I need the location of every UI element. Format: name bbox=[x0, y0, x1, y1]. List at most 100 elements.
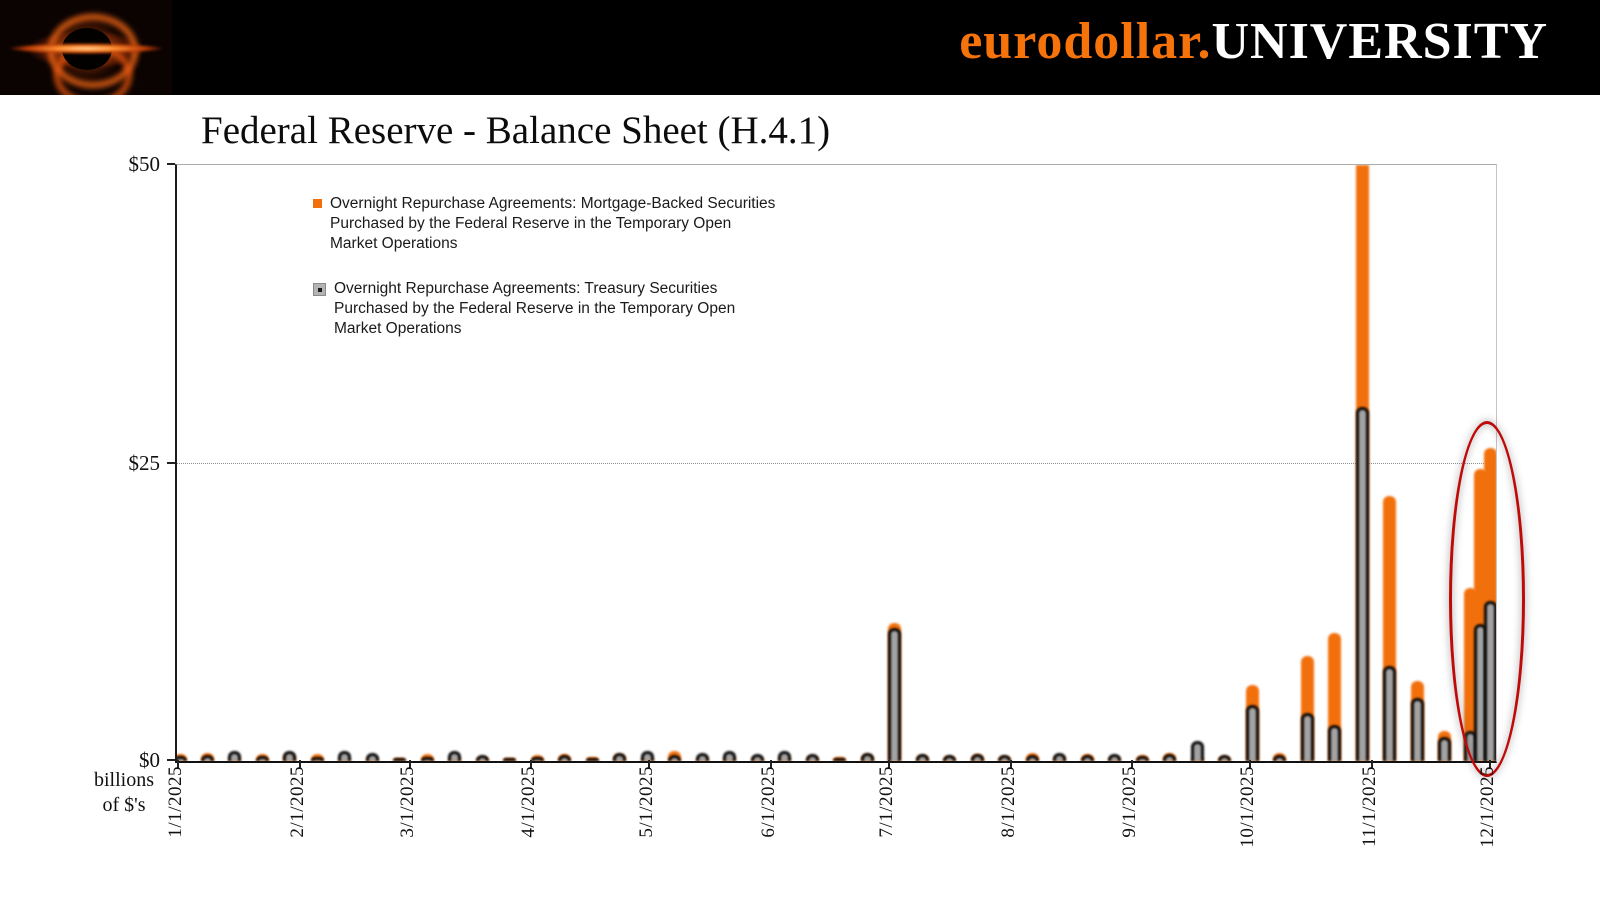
legend: Overnight Repurchase Agreements: Mortgag… bbox=[313, 194, 775, 364]
x-label: 10/1/2025 bbox=[1237, 766, 1259, 848]
bar-treasury bbox=[228, 751, 242, 761]
x-label: 2/1/2025 bbox=[286, 766, 308, 838]
legend-mbs-line1: Overnight Repurchase Agreements: Mortgag… bbox=[330, 195, 776, 212]
x-tick bbox=[769, 760, 772, 768]
x-tick bbox=[1370, 760, 1373, 768]
y-label-25: $25 bbox=[128, 451, 161, 475]
y-label-50: $50 bbox=[128, 152, 161, 176]
legend-treasury-line2: Purchased by the Federal Reserve in the … bbox=[334, 300, 736, 317]
bar-treasury bbox=[640, 751, 654, 761]
bar-mbs bbox=[420, 753, 434, 761]
x-label: 9/1/2025 bbox=[1119, 766, 1141, 838]
bar-treasury bbox=[283, 751, 297, 761]
bar-treasury bbox=[668, 755, 682, 761]
bar-treasury bbox=[943, 755, 957, 761]
bar-treasury bbox=[1410, 697, 1424, 761]
bar-treasury bbox=[860, 752, 874, 761]
bar-treasury bbox=[1245, 704, 1259, 761]
bar-treasury bbox=[695, 752, 709, 761]
bar-treasury bbox=[1273, 755, 1287, 761]
bar-treasury bbox=[177, 756, 187, 761]
bar-treasury bbox=[1355, 406, 1369, 761]
x-label: 7/1/2025 bbox=[875, 766, 897, 838]
x-label: 1/1/2025 bbox=[165, 766, 186, 838]
brand-eurodollar: eurodollar. bbox=[959, 13, 1212, 70]
chart-title: Federal Reserve - Balance Sheet (H.4.1) bbox=[201, 109, 831, 152]
legend-marker-treasury bbox=[313, 283, 326, 296]
bar-treasury bbox=[338, 751, 352, 761]
bar-treasury bbox=[998, 755, 1012, 761]
x-label: 11/1/2025 bbox=[1358, 766, 1380, 847]
bar-treasury bbox=[915, 753, 929, 761]
bar-treasury bbox=[1190, 740, 1204, 761]
legend-item-mbs: Overnight Repurchase Agreements: Mortgag… bbox=[313, 194, 775, 254]
x-label: 3/1/2025 bbox=[396, 766, 418, 838]
legend-marker-treasury-inner bbox=[317, 287, 322, 292]
bar-treasury bbox=[393, 757, 407, 761]
bar-treasury bbox=[888, 627, 902, 761]
bar-treasury bbox=[723, 751, 737, 761]
x-tick bbox=[1131, 760, 1134, 768]
bar-treasury bbox=[833, 757, 847, 761]
x-label: 8/1/2025 bbox=[997, 766, 1019, 838]
x-tick bbox=[298, 760, 301, 768]
x-label: 6/1/2025 bbox=[757, 766, 779, 838]
bar-treasury bbox=[558, 755, 572, 761]
bar-treasury bbox=[1025, 755, 1039, 761]
bar-treasury bbox=[420, 757, 434, 761]
bar-treasury bbox=[530, 757, 544, 761]
legend-marker-mbs bbox=[313, 199, 322, 208]
x-tick bbox=[1249, 760, 1252, 768]
x-tick bbox=[648, 760, 651, 768]
y-tick-50 bbox=[167, 163, 175, 165]
bar-treasury bbox=[200, 755, 214, 761]
legend-treasury-line3: Market Operations bbox=[334, 320, 462, 337]
annotation-ellipse bbox=[1449, 421, 1525, 777]
x-tick bbox=[1488, 760, 1491, 768]
x-label: 4/1/2025 bbox=[518, 766, 540, 838]
y-label-0: $0 bbox=[139, 748, 160, 772]
y-axis-unit-label: billions of $'s bbox=[88, 768, 160, 818]
y-tick-25 bbox=[167, 462, 175, 464]
legend-text-treasury: Overnight Repurchase Agreements: Treasur… bbox=[334, 279, 735, 339]
bar-treasury bbox=[1053, 752, 1067, 761]
x-tick bbox=[408, 760, 411, 768]
brand-wordmark: eurodollar.UNIVERSITY bbox=[959, 12, 1548, 71]
header-bar: eurodollar.UNIVERSITY bbox=[0, 0, 1600, 95]
brand-university: UNIVERSITY bbox=[1211, 13, 1548, 70]
x-tick bbox=[530, 760, 533, 768]
bar-treasury bbox=[448, 751, 462, 761]
bar-treasury bbox=[970, 753, 984, 761]
bar-treasury bbox=[475, 755, 489, 761]
bar-treasury bbox=[1300, 713, 1314, 761]
bar-treasury bbox=[613, 752, 627, 761]
black-hole-logo bbox=[0, 0, 172, 95]
bar-treasury bbox=[1163, 753, 1177, 761]
bar-treasury bbox=[585, 757, 599, 761]
bar-treasury bbox=[750, 753, 764, 761]
y-axis-unit-line2: of $'s bbox=[102, 794, 146, 816]
bar-treasury bbox=[1218, 755, 1232, 761]
x-tick bbox=[887, 760, 890, 768]
x-tick bbox=[1009, 760, 1012, 768]
bar-treasury bbox=[1135, 756, 1149, 761]
gridline-25 bbox=[177, 463, 1496, 464]
y-axis-unit-line1: billions bbox=[93, 769, 154, 791]
x-label: 12/1/2025 bbox=[1476, 766, 1498, 848]
bar-treasury bbox=[1108, 753, 1122, 761]
bar-treasury bbox=[805, 753, 819, 761]
x-tick bbox=[177, 760, 179, 768]
bar-mbs bbox=[310, 753, 324, 761]
legend-treasury-line1: Overnight Repurchase Agreements: Treasur… bbox=[334, 280, 718, 297]
bar-treasury bbox=[1328, 725, 1342, 761]
bar-treasury bbox=[255, 756, 269, 761]
bar-treasury bbox=[1437, 737, 1451, 761]
bar-treasury bbox=[1383, 665, 1397, 761]
legend-mbs-line2: Purchased by the Federal Reserve in the … bbox=[330, 215, 732, 232]
bar-treasury bbox=[778, 751, 792, 761]
y-tick-0 bbox=[167, 759, 175, 761]
x-label: 5/1/2025 bbox=[636, 766, 658, 838]
bar-treasury bbox=[503, 757, 517, 761]
bar-treasury bbox=[1080, 755, 1094, 761]
